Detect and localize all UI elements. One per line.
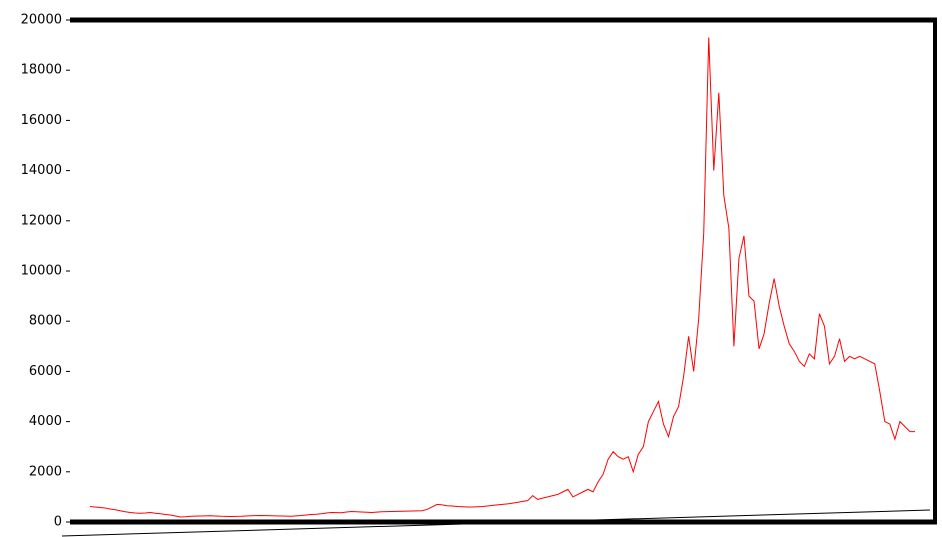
y-tick-label: 8000 [29,314,62,329]
y-tick-label: 12000 [21,213,62,228]
y-tick-label: 14000 [21,163,62,178]
y-tick-label: 18000 [21,63,62,78]
y-tick-label: 2000 [29,464,62,479]
y-tick-label: 16000 [21,113,62,128]
y-tick-label: 10000 [21,264,62,279]
y-tick-label: 6000 [29,364,62,379]
y-tick-label: 20000 [21,13,62,28]
price-line [89,37,915,518]
y-tick-label: 0 [54,515,62,530]
y-tick-label: 4000 [29,414,62,429]
